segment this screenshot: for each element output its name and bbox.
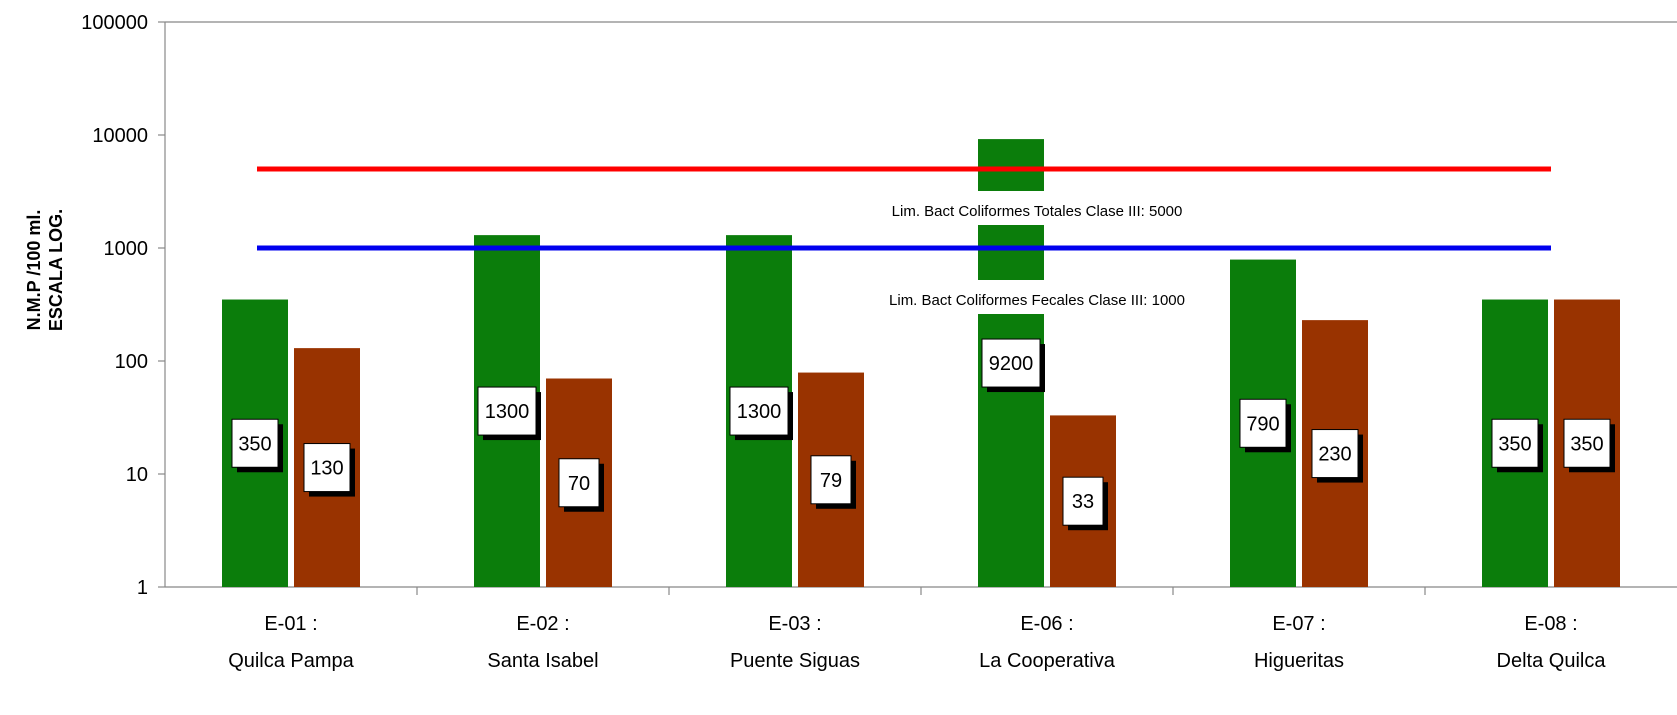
category-code-label: E-08 : <box>1524 613 1577 635</box>
category-name-label: Puente Siguas <box>730 650 860 672</box>
reference-label-background <box>849 280 1229 314</box>
y-tick-label: 10000 <box>92 125 148 147</box>
data-label-box <box>1491 418 1539 468</box>
data-label-box <box>558 458 600 508</box>
y-tick-label: 10 <box>126 464 148 486</box>
category-name-label: Quilca Pampa <box>228 650 354 672</box>
category-name-label: Higueritas <box>1254 650 1344 672</box>
category-code-label: E-07 : <box>1272 613 1325 635</box>
data-label: 230 <box>1318 444 1351 466</box>
data-label: 70 <box>568 473 590 495</box>
data-label: 130 <box>310 458 343 480</box>
data-label: 350 <box>238 433 271 455</box>
category-name-label: Delta Quilca <box>1497 650 1607 672</box>
data-label: 790 <box>1246 413 1279 435</box>
data-label-box <box>303 443 351 493</box>
data-label-box <box>1239 398 1287 448</box>
category-code-label: E-02 : <box>516 613 569 635</box>
data-label: 9200 <box>989 353 1034 375</box>
y-tick-label: 100 <box>115 351 148 373</box>
category-name-label: La Cooperativa <box>979 650 1116 672</box>
data-label-box <box>477 386 537 436</box>
y-tick-label: 1 <box>137 577 148 599</box>
y-axis-title-line-2: ESCALA LOG. <box>46 209 66 331</box>
data-label: 1300 <box>485 401 530 423</box>
data-label-box <box>981 338 1041 388</box>
reference-lines: Lim. Bact Coliformes Totales Clase III: … <box>257 166 1551 314</box>
data-label: 350 <box>1570 433 1603 455</box>
data-label: 1300 <box>737 401 782 423</box>
data-label: 79 <box>820 470 842 492</box>
data-label-box <box>729 386 789 436</box>
y-axis-label: N.M.P /100 ml. ESCALA LOG. <box>24 209 66 331</box>
data-label: 33 <box>1072 491 1094 513</box>
category-code-label: E-01 : <box>264 613 317 635</box>
category-code-label: E-03 : <box>768 613 821 635</box>
y-axis-title-line-1: N.M.P /100 ml. <box>24 210 44 331</box>
reference-line-label: Lim. Bact Coliformes Totales Clase III: … <box>892 203 1183 220</box>
reference-line-label: Lim. Bact Coliformes Fecales Clase III: … <box>889 292 1185 309</box>
data-label-box <box>1563 418 1611 468</box>
data-labels: 350 1300 1300 9200 790 350 130 70 79 33 230 350 <box>231 338 1615 531</box>
data-label: 350 <box>1498 433 1531 455</box>
data-label-box <box>1062 476 1104 526</box>
y-tick-label: 1000 <box>104 238 149 260</box>
category-code-label: E-06 : <box>1020 613 1073 635</box>
data-label-box <box>231 418 279 468</box>
reference-label-background <box>849 191 1229 225</box>
axes: 1 10 100 1000 10000 100000 E-01 : Quilca Pampa E… <box>81 12 1677 672</box>
data-label-box <box>810 455 852 505</box>
data-label-box <box>1311 429 1359 479</box>
y-tick-label: 100000 <box>81 12 148 34</box>
category-name-label: Santa Isabel <box>487 650 598 672</box>
